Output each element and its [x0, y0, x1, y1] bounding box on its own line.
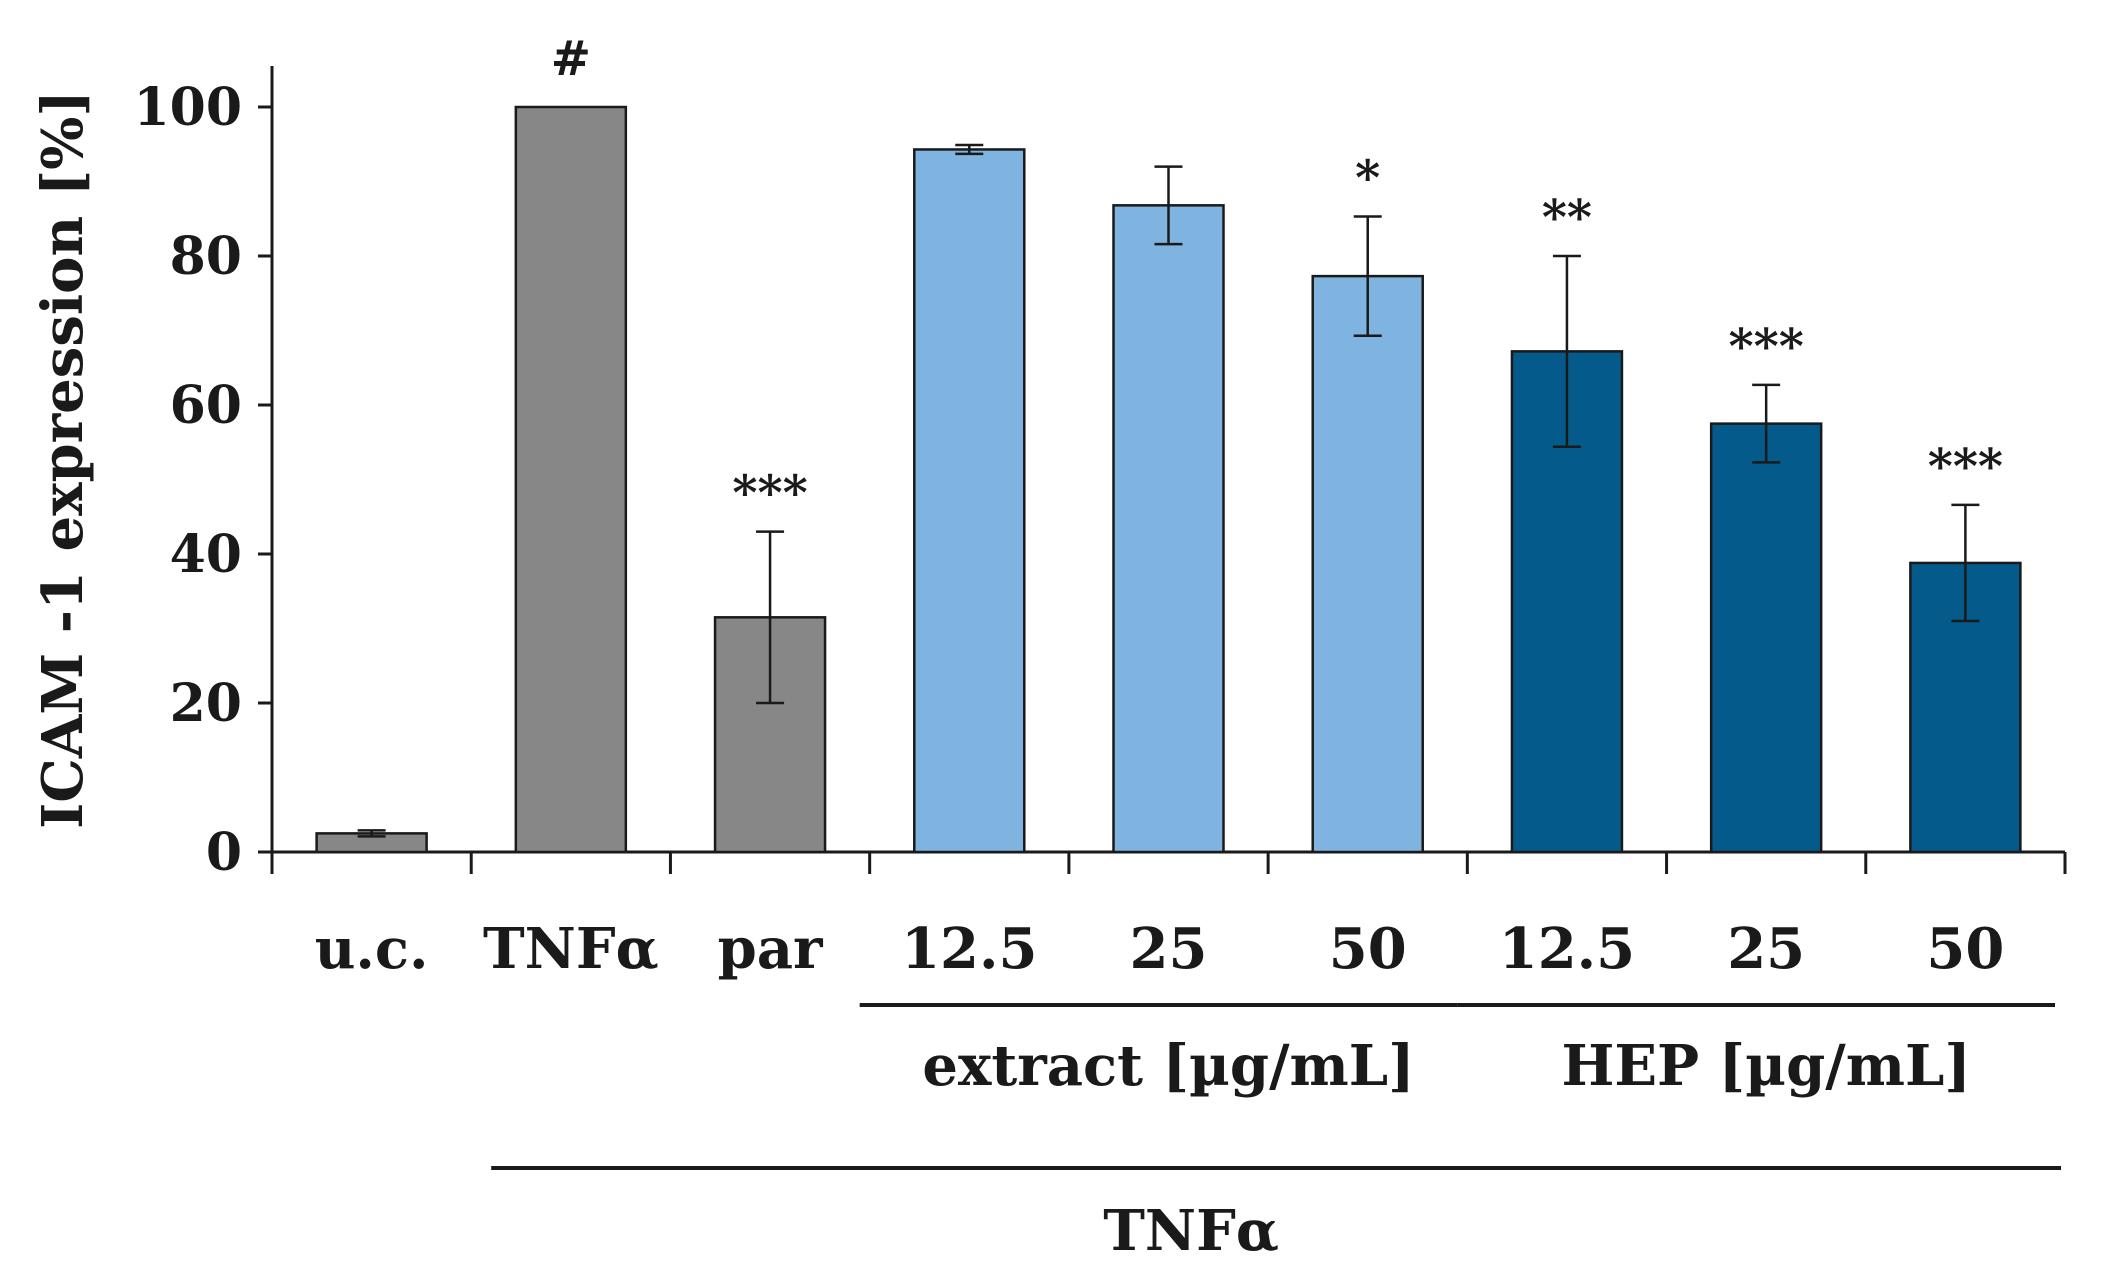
y-tick-label: 40 [170, 524, 242, 585]
y-tick-label: 100 [133, 77, 242, 138]
bar [1112, 204, 1225, 854]
treatment-label: TNFα [1103, 1198, 1279, 1264]
error-bars [357, 143, 1980, 838]
group-label: extract [µg/mL] [922, 1033, 1414, 1099]
y-tick-label: 80 [170, 226, 242, 287]
category-label: TNFα [483, 916, 659, 982]
y-tick-label: 60 [170, 375, 242, 436]
category-label: 12.5 [1499, 916, 1635, 982]
significance-stars: *** [1928, 439, 2003, 495]
y-axis-label: ICAM -1 expression [%] [30, 90, 96, 829]
bar [1311, 274, 1424, 854]
significance-hash: # [551, 31, 591, 87]
significance-stars: * [1355, 151, 1380, 207]
group-label: HEP [µg/mL] [1561, 1033, 1970, 1099]
bar [913, 148, 1026, 854]
bar [514, 105, 628, 854]
category-label: par [718, 916, 824, 982]
significance-stars: *** [732, 466, 807, 522]
category-label: 50 [1329, 916, 1407, 982]
y-tick-label: 0 [206, 822, 242, 883]
significance-stars: *** [1729, 319, 1804, 375]
labels: 0 20 40 60 80 100 ICAM -1 expression [%] u.c. # T… [30, 31, 2004, 1264]
category-label: 12.5 [901, 916, 1037, 982]
category-label: 50 [1926, 916, 2004, 982]
y-tick-label: 20 [170, 673, 242, 734]
category-label: 25 [1130, 916, 1208, 982]
category-label: 25 [1727, 916, 1805, 982]
bar [1709, 422, 1823, 854]
category-label: u.c. [315, 916, 429, 982]
significance-stars: ** [1542, 190, 1592, 246]
